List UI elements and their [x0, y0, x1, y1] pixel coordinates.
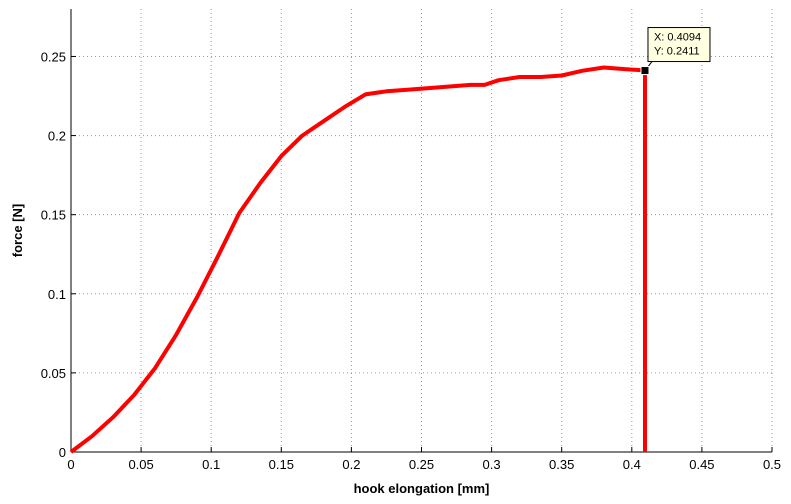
x-tick-label: 0.05 — [128, 457, 153, 472]
x-tick-label: 0.4 — [623, 457, 641, 472]
axes — [70, 9, 773, 453]
x-tick-label: 0.35 — [549, 457, 574, 472]
data-tip[interactable]: X: 0.4094 Y: 0.2411 — [640, 27, 711, 76]
series-line-0 — [69, 65, 647, 454]
x-tick-label: 0 — [67, 457, 74, 472]
y-tick-label: 0.05 — [41, 366, 66, 381]
grid — [71, 9, 773, 452]
y-tick-label: 0.1 — [48, 287, 66, 302]
x-tick-label: 0.2 — [342, 457, 360, 472]
data-tip-y: Y: 0.2411 — [654, 46, 700, 58]
x-tick-label: 0.3 — [483, 457, 501, 472]
y-tick-label: 0 — [59, 445, 66, 460]
y-axis-label: force [N] — [10, 204, 25, 257]
series — [69, 65, 647, 454]
data-tip-x: X: 0.4094 — [654, 32, 701, 44]
tick-labels: 0 0.05 0.1 0.15 0.2 0.25 0.3 0.35 0.4 0.45 0.5 0 0.0… — [41, 49, 781, 472]
data-tip-box — [647, 27, 711, 63]
x-tick-label: 0.5 — [763, 457, 781, 472]
y-tick-label: 0.2 — [48, 129, 66, 144]
x-tick-label: 0.25 — [409, 457, 434, 472]
x-tick-label: 0.45 — [689, 457, 714, 472]
x-tick-label: 0.1 — [202, 457, 220, 472]
x-axis-label: hook elongation [mm] — [354, 481, 490, 496]
y-tick-label: 0.25 — [41, 49, 66, 64]
x-tick-label: 0.15 — [269, 457, 294, 472]
y-tick-label: 0.15 — [41, 208, 66, 223]
data-tip-marker — [640, 66, 650, 76]
